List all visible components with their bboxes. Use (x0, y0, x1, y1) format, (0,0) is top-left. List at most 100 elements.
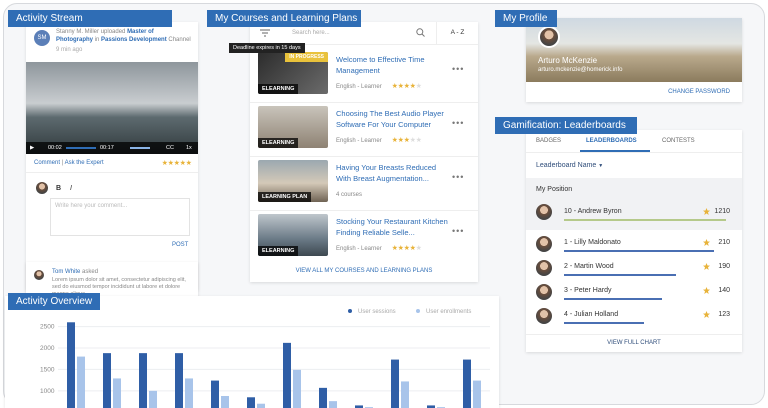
ask-link[interactable]: Ask the Expert (64, 160, 104, 166)
italic-button[interactable]: I (70, 185, 72, 192)
thumbnail: ELEARNING IN PROGRESS (258, 52, 328, 94)
change-password[interactable]: CHANGE PASSWORD (668, 89, 730, 95)
player-controls: ▶ 00:02 00:17 CC 1x (26, 142, 198, 154)
search-icon[interactable] (416, 28, 425, 37)
score: 190 (718, 263, 730, 270)
thumbnail: LEARNING PLAN (258, 160, 328, 202)
search-input[interactable]: Search here... (292, 30, 330, 36)
view-full-chart[interactable]: VIEW FULL CHART (607, 340, 661, 346)
star (416, 245, 422, 251)
current-time: 00:02 (48, 145, 62, 151)
progress-bar (564, 322, 644, 324)
type-badge: LEARNING PLAN (258, 192, 312, 202)
progress[interactable] (66, 147, 96, 149)
course-meta: English - Learner (336, 84, 382, 90)
bar (149, 390, 157, 408)
star (703, 311, 710, 318)
bar (77, 356, 85, 408)
bar (257, 403, 265, 408)
post-button[interactable]: POST (172, 242, 189, 248)
bar (401, 381, 409, 408)
author[interactable]: Tom White (52, 269, 81, 275)
profile: Arturo McKenzie arturo.mckenzie@homerick… (526, 18, 742, 102)
thumbnail: ELEARNING (258, 214, 328, 256)
score: 210 (718, 239, 730, 246)
bar (103, 353, 111, 408)
star (703, 287, 710, 294)
tab[interactable]: CONTESTS (662, 138, 695, 144)
course-row: ELEARNING Choosing The Best Audio Player … (250, 106, 478, 160)
action: asked (82, 269, 99, 275)
progress-bar (564, 274, 676, 276)
course-title[interactable]: Having Your Breasts Reduced With Breast … (336, 163, 437, 183)
tooltip: Deadline expires in 15 days (229, 43, 305, 53)
course-meta: English - Learner (336, 246, 382, 252)
leaderboard-row: 1 - Lilly Maldonato 210 (526, 236, 742, 260)
course-row: ELEARNING Stocking Your Restaurant Kitche… (250, 214, 478, 268)
star (404, 245, 410, 251)
divider (250, 210, 478, 211)
avatar (536, 204, 552, 220)
more-menu[interactable]: ••• (452, 172, 465, 182)
more-menu[interactable]: ••• (452, 226, 465, 236)
selector: Leaderboard Name (536, 162, 597, 169)
score: 1210 (714, 208, 730, 215)
type-badge: ELEARNING (258, 138, 299, 148)
divider (250, 102, 478, 103)
legend-marker (416, 309, 420, 313)
speed[interactable]: 1x (186, 145, 192, 151)
cover-image (526, 18, 742, 82)
comment-link[interactable]: Comment (34, 160, 61, 166)
panel-title: My Courses and Learning Plans (207, 10, 361, 27)
play[interactable]: ▶ (30, 145, 35, 151)
separator: | (61, 160, 64, 166)
sort-button[interactable]: A - Z (436, 22, 478, 44)
cc[interactable]: CC (166, 145, 174, 151)
comment-box[interactable]: Write here your comment... (50, 198, 190, 236)
leaderboards: BADGES LEADERBOARDS CONTESTS Leaderboard… (526, 130, 742, 352)
video[interactable] (26, 62, 198, 154)
star (398, 83, 404, 89)
preposition: in (94, 37, 100, 43)
profile-name: Arturo McKenzie (538, 56, 598, 65)
star (180, 160, 186, 166)
y-tick-label: 1500 (40, 366, 55, 373)
bar (113, 378, 121, 408)
duration: 00:17 (100, 145, 114, 151)
filter-icon[interactable] (260, 29, 270, 37)
channel[interactable]: Passions Development (101, 37, 167, 43)
star (410, 245, 416, 251)
leaderboard-select[interactable]: Leaderboard Name ▼ (536, 162, 603, 169)
course-title[interactable]: Welcome to Effective Time Management (336, 55, 425, 75)
bold-button[interactable]: B (56, 185, 62, 192)
star-icon (703, 263, 710, 270)
course-title[interactable]: Choosing The Best Audio Player Software … (336, 109, 444, 129)
view-all[interactable]: VIEW ALL MY COURSES AND LEARNING PLANS (295, 268, 433, 274)
more-menu[interactable]: ••• (452, 118, 465, 128)
star (703, 263, 710, 270)
star (392, 83, 398, 89)
course-title[interactable]: Stocking Your Restaurant Kitchen Finding… (336, 217, 448, 237)
volume[interactable] (130, 147, 150, 149)
bar (185, 378, 193, 408)
my-position: My Position 10 - Andrew Byron 1210 (526, 178, 742, 230)
item[interactable]: Master of Photography (56, 29, 154, 43)
panel-title: Gamification: Leaderboards (495, 117, 637, 134)
avatar (536, 308, 552, 324)
bar (221, 396, 229, 408)
bar (391, 359, 399, 408)
more-menu[interactable]: ••• (452, 64, 465, 74)
leaderboard-row: 4 - Julian Holland 123 (526, 308, 742, 332)
section-title: My Position (536, 186, 573, 193)
legend-label: User sessions (358, 309, 396, 315)
bar (319, 387, 327, 408)
y-tick-label: 2000 (40, 345, 55, 352)
bar (329, 401, 337, 408)
divider (526, 152, 742, 153)
avatar (536, 260, 552, 276)
action: uploaded (100, 29, 126, 35)
name: 4 - Julian Holland (564, 311, 619, 318)
tab[interactable]: BADGES (536, 138, 562, 144)
tab-active[interactable]: LEADERBOARDS (586, 138, 637, 144)
user-avatar (36, 182, 48, 194)
